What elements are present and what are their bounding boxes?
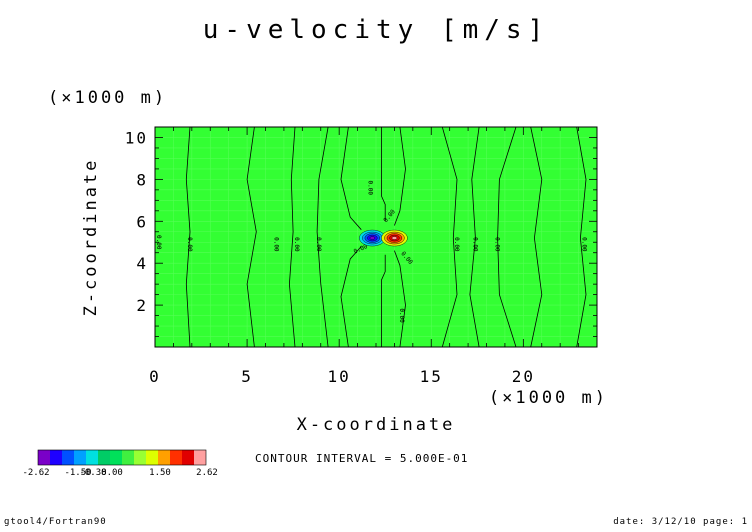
contour-label: 0.00 (367, 181, 374, 196)
colorbar-label: 1.50 (149, 468, 171, 478)
feature-ring (391, 236, 398, 240)
colorbar-swatch (50, 450, 62, 465)
contour-label: 0.00 (315, 237, 322, 252)
y-tick-label: 4 (136, 254, 148, 273)
y-tick-label: 10 (125, 128, 148, 147)
x-tick-label: 10 (328, 367, 351, 386)
contour-line (576, 126, 587, 348)
colorbar-swatch (194, 450, 206, 465)
x-unit-label: (×1000 m) (489, 388, 608, 408)
contour-line (394, 250, 406, 348)
contour-interval-text: CONTOUR INTERVAL = 5.000E-01 (255, 452, 468, 465)
y-unit-label: (×1000 m) (48, 88, 167, 108)
x-axis-label: X-coordinate (297, 415, 456, 435)
contour-line (381, 127, 386, 222)
contour-line (530, 126, 543, 348)
velocity-maximum (381, 229, 408, 247)
contour-label: 0.00 (472, 237, 479, 252)
contour-label: 0.00 (273, 237, 280, 252)
colorbar-swatch (110, 450, 122, 465)
y-tick-label: 8 (136, 170, 148, 189)
colorbar-swatch (38, 450, 50, 465)
extrema-features (359, 229, 408, 247)
contour-line (246, 126, 257, 348)
colorbar-label: -0.38 (79, 468, 106, 478)
contour-line (441, 126, 458, 348)
colorbar-swatch (170, 450, 182, 465)
colorbar-label: 0.00 (101, 468, 123, 478)
grid-lines (155, 127, 597, 347)
contour-line (185, 126, 191, 348)
footer-left: gtool4/Fortran90 (4, 517, 107, 527)
colorbar-swatch (146, 450, 158, 465)
contour-line (340, 126, 362, 230)
plot-area: 0.00 0.00 0.00 0.00 0.00 0.00 0.00 0.00 0.00 0.00… (154, 126, 598, 348)
contour-line (381, 254, 386, 347)
contour-line (394, 126, 406, 226)
contour-label: 0.00 (580, 237, 587, 252)
velocity-minimum (359, 229, 386, 247)
feature-ring (369, 236, 376, 240)
colorbar-swatch (86, 450, 98, 465)
colorbar (37, 449, 207, 466)
contour-line (497, 126, 517, 348)
colorbar-label: 2.62 (196, 468, 218, 478)
x-tick-labels: 0 5 10 15 20 (149, 367, 535, 386)
contour-label: 0.00 (398, 308, 405, 323)
contour-line (340, 246, 362, 348)
colorbar-swatch (122, 450, 134, 465)
y-tick-label: 6 (136, 212, 148, 231)
colorbar-labels: -2.62 -1.50-0.380.00 1.50 2.62 (22, 468, 217, 478)
colorbar-label: -1.50 (64, 468, 91, 478)
contour-line (288, 126, 296, 348)
colorbar-frame (37, 449, 207, 466)
x-tick-label: 0 (149, 367, 161, 386)
axis-ticks (154, 126, 598, 348)
contour-label: 0.00 (494, 237, 501, 252)
contour-line (469, 126, 480, 348)
x-tick-label: 20 (512, 367, 535, 386)
colorbar-swatch (98, 450, 110, 465)
colorbar-swatch (74, 450, 86, 465)
colorbar-swatch (182, 450, 194, 465)
x-tick-label: 15 (420, 367, 443, 386)
y-tick-labels: 2 4 6 8 10 (125, 128, 148, 315)
x-tick-label: 5 (241, 367, 253, 386)
contour-label: 0.00 (293, 237, 300, 252)
colorbar-label: -2.62 (22, 468, 49, 478)
contour-label: 0.00 (186, 237, 193, 252)
colorbar-swatch (134, 450, 146, 465)
contour-line (316, 126, 329, 348)
chart-title: u-velocity [m/s] (203, 15, 549, 45)
y-axis-label: Z-coordinate (81, 158, 101, 317)
y-tick-label: 2 (136, 296, 148, 315)
contour-label: 0.00 (453, 237, 460, 252)
colorbar-swatch (62, 450, 74, 465)
footer-right: date: 3/12/10 page: 1 (613, 517, 748, 527)
colorbar-swatch (158, 450, 170, 465)
